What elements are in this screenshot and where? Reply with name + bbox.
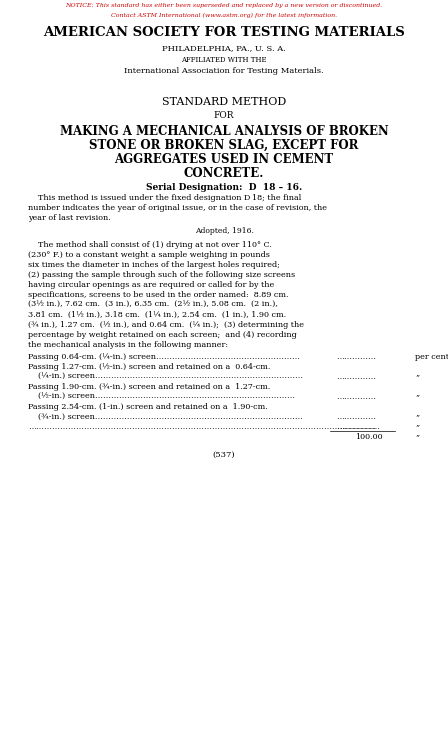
Text: ……………: …………… xyxy=(336,353,376,361)
Text: The method shall consist of (1) drying at not over 110° C.: The method shall consist of (1) drying a… xyxy=(28,241,272,249)
Text: STANDARD METHOD: STANDARD METHOD xyxy=(162,97,286,107)
Text: (¾-in.) screen……………………………………………………………………: (¾-in.) screen…………………………………………………………………… xyxy=(28,413,303,421)
Text: Passing 2.54-cm. (1-in.) screen and retained on a  1.90-cm.: Passing 2.54-cm. (1-in.) screen and reta… xyxy=(28,403,268,411)
Text: ……………………………………………………………………………………………………………………: …………………………………………………………………………………………………………… xyxy=(28,423,380,431)
Text: Contact ASTM International (www.astm.org) for the latest information.: Contact ASTM International (www.astm.org… xyxy=(111,13,337,18)
Text: This method is issued under the fixed designation D 18; the final: This method is issued under the fixed de… xyxy=(28,194,301,202)
Text: percentage by weight retained on each screen;  and (4) recording: percentage by weight retained on each sc… xyxy=(28,331,297,339)
Text: six times the diameter in inches of the largest holes required;: six times the diameter in inches of the … xyxy=(28,261,280,269)
Text: MAKING A MECHANICAL ANALYSIS OF BROKEN: MAKING A MECHANICAL ANALYSIS OF BROKEN xyxy=(60,125,388,138)
Text: number indicates the year of original issue, or in the case of revision, the: number indicates the year of original is… xyxy=(28,204,327,212)
Text: ……………: …………… xyxy=(336,413,376,421)
Text: ”: ” xyxy=(415,373,419,381)
Text: Adopted, 1916.: Adopted, 1916. xyxy=(194,227,254,235)
Text: specifications, screens to be used in the order named:  8.89 cm.: specifications, screens to be used in th… xyxy=(28,291,289,299)
Text: 100.00: 100.00 xyxy=(355,433,383,441)
Text: (¾ in.), 1.27 cm.  (½ in.), and 0.64 cm.  (¼ in.);  (3) determining the: (¾ in.), 1.27 cm. (½ in.), and 0.64 cm. … xyxy=(28,321,304,329)
Text: AMERICAN SOCIETY FOR TESTING MATERIALS: AMERICAN SOCIETY FOR TESTING MATERIALS xyxy=(43,26,405,39)
Text: STONE OR BROKEN SLAG, EXCEPT FOR: STONE OR BROKEN SLAG, EXCEPT FOR xyxy=(89,139,359,152)
Text: ”: ” xyxy=(415,423,419,431)
Text: Passing 1.27-cm. (½-in.) screen and retained on a  0.64-cm.: Passing 1.27-cm. (½-in.) screen and reta… xyxy=(28,363,271,371)
Text: (½-in.) screen…………………………………………………………………: (½-in.) screen………………………………………………………………… xyxy=(28,393,295,401)
Text: (230° F.) to a constant weight a sample weighing in pounds: (230° F.) to a constant weight a sample … xyxy=(28,251,270,259)
Text: (2) passing the sample through such of the following size screens: (2) passing the sample through such of t… xyxy=(28,271,295,279)
Text: ……………: …………… xyxy=(336,423,376,431)
Text: ”: ” xyxy=(415,393,419,401)
Text: year of last revision.: year of last revision. xyxy=(28,214,111,222)
Text: 3.81 cm.  (1½ in.), 3.18 cm.  (1¼ in.), 2.54 cm.  (1 in.), 1.90 cm.: 3.81 cm. (1½ in.), 3.18 cm. (1¼ in.), 2.… xyxy=(28,311,286,319)
Text: PHILADELPHIA, PA., U. S. A.: PHILADELPHIA, PA., U. S. A. xyxy=(162,44,286,52)
Text: ……………: …………… xyxy=(336,393,376,401)
Text: Passing 1.90-cm. (¾-in.) screen and retained on a  1.27-cm.: Passing 1.90-cm. (¾-in.) screen and reta… xyxy=(28,383,270,391)
Text: having circular openings as are required or called for by the: having circular openings as are required… xyxy=(28,281,274,289)
Text: NOTICE: This standard has either been superseded and replaced by a new version o: NOTICE: This standard has either been su… xyxy=(65,3,383,8)
Text: Passing 0.64-cm. (¼-in.) screen………………………………………………: Passing 0.64-cm. (¼-in.) screen………………………… xyxy=(28,353,300,361)
Text: the mechanical analysis in the following manner:: the mechanical analysis in the following… xyxy=(28,341,228,349)
Text: ……………: …………… xyxy=(336,373,376,381)
Text: ”: ” xyxy=(415,433,419,441)
Text: per cent: per cent xyxy=(415,353,448,361)
Text: FOR: FOR xyxy=(214,111,234,120)
Text: Serial Designation:  D  18 – 16.: Serial Designation: D 18 – 16. xyxy=(146,183,302,192)
Text: (3½ in.), 7.62 cm.  (3 in.), 6.35 cm.  (2½ in.), 5.08 cm.  (2 in.),: (3½ in.), 7.62 cm. (3 in.), 6.35 cm. (2½… xyxy=(28,301,278,309)
Text: AGGREGATES USED IN CEMENT: AGGREGATES USED IN CEMENT xyxy=(114,153,334,166)
Text: CONCRETE.: CONCRETE. xyxy=(184,167,264,180)
Text: (¼-in.) screen……………………………………………………………………: (¼-in.) screen…………………………………………………………………… xyxy=(28,373,303,381)
Text: AFFILIATED WITH THE: AFFILIATED WITH THE xyxy=(181,56,267,64)
Text: International Association for Testing Materials.: International Association for Testing Ma… xyxy=(124,67,324,75)
Text: ”: ” xyxy=(415,413,419,421)
Text: (537): (537) xyxy=(213,451,235,459)
